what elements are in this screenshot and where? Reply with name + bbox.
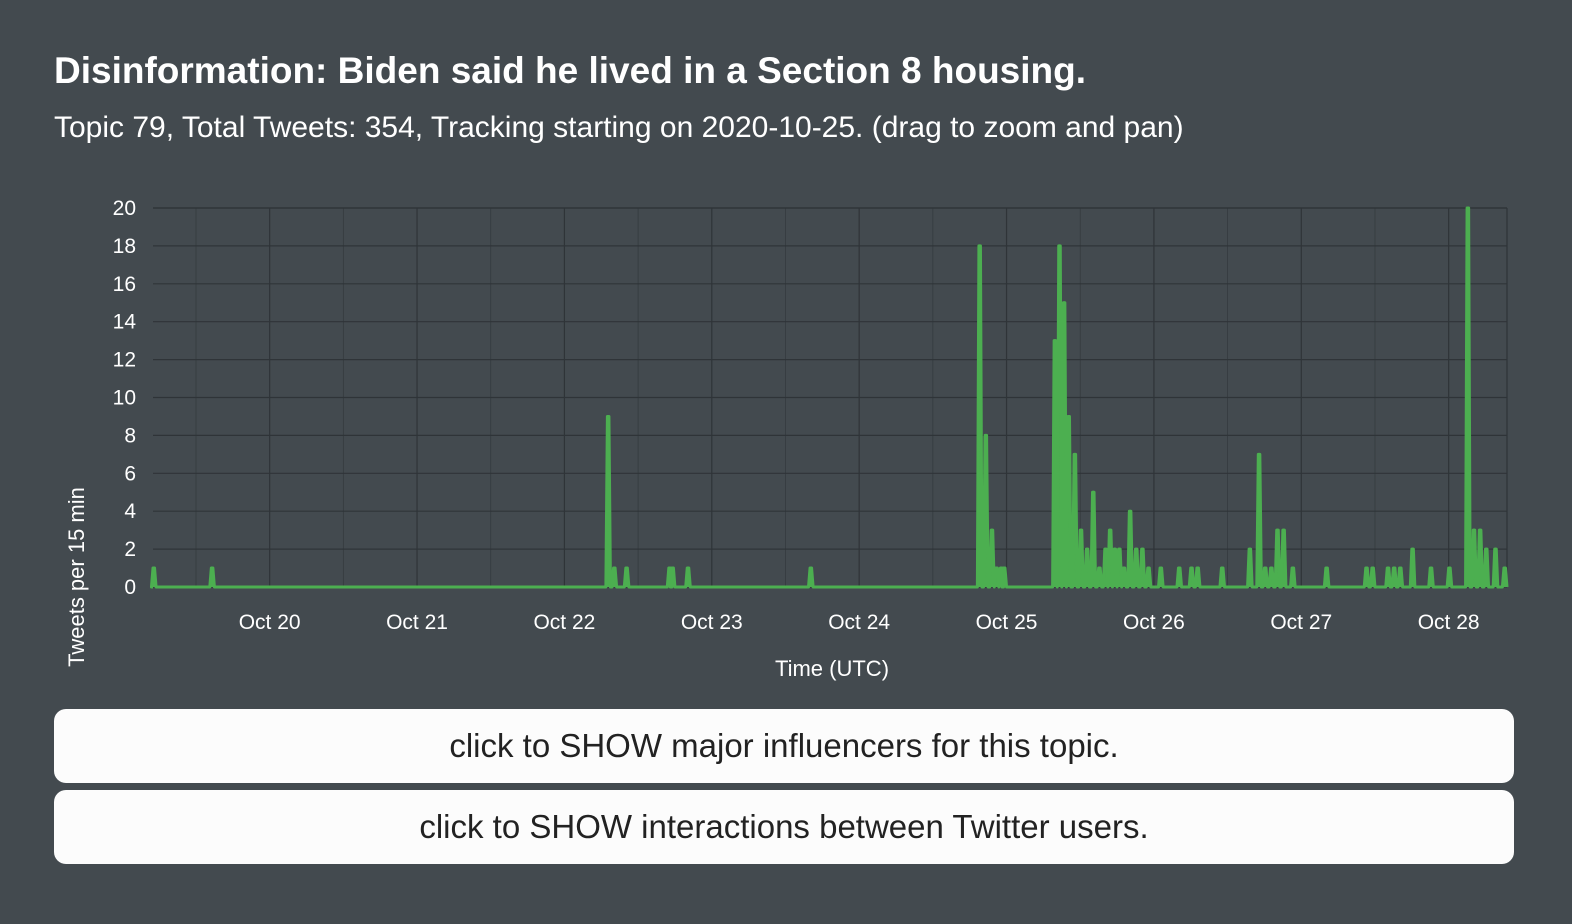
y-tick-label: 4 bbox=[124, 500, 136, 523]
data-point bbox=[1466, 206, 1470, 210]
data-point bbox=[1478, 528, 1482, 532]
data-point bbox=[1493, 547, 1497, 551]
data-point bbox=[1269, 566, 1273, 570]
data-point bbox=[1104, 547, 1108, 551]
y-tick-label: 0 bbox=[124, 576, 136, 599]
data-point bbox=[984, 433, 988, 437]
x-tick-label: Oct 28 bbox=[1418, 611, 1480, 634]
x-tick-label: Oct 21 bbox=[386, 611, 448, 634]
data-point bbox=[1190, 566, 1194, 570]
y-tick-label: 20 bbox=[113, 197, 136, 220]
x-tick-label: Oct 25 bbox=[976, 611, 1038, 634]
data-point bbox=[1140, 547, 1144, 551]
data-point bbox=[671, 566, 675, 570]
page-subtitle: Topic 79, Total Tweets: 354, Tracking st… bbox=[54, 111, 1184, 144]
y-tick-label: 18 bbox=[113, 235, 136, 258]
data-point bbox=[1263, 566, 1267, 570]
data-point bbox=[978, 244, 982, 248]
y-tick-label: 16 bbox=[113, 273, 136, 296]
data-point bbox=[1365, 566, 1369, 570]
data-point bbox=[1113, 547, 1117, 551]
data-point bbox=[686, 566, 690, 570]
data-point bbox=[612, 566, 616, 570]
y-tick-label: 6 bbox=[124, 462, 136, 485]
data-point bbox=[1097, 566, 1101, 570]
y-tick-label: 12 bbox=[113, 349, 136, 372]
show-interactions-button[interactable]: click to SHOW interactions between Twitt… bbox=[54, 790, 1514, 864]
x-tick-label: Oct 22 bbox=[533, 611, 595, 634]
y-tick-label: 14 bbox=[113, 311, 137, 334]
data-point bbox=[1079, 528, 1083, 532]
data-point bbox=[1117, 547, 1121, 551]
y-tick-label: 10 bbox=[113, 387, 136, 410]
x-tick-label: Oct 27 bbox=[1270, 611, 1332, 634]
data-point bbox=[999, 566, 1003, 570]
y-tick-label: 2 bbox=[124, 538, 136, 561]
data-point bbox=[1371, 566, 1375, 570]
data-point bbox=[1147, 566, 1151, 570]
data-point bbox=[1429, 566, 1433, 570]
data-point bbox=[668, 566, 672, 570]
data-point bbox=[1275, 528, 1279, 532]
y-axis-label: Tweets per 15 min bbox=[64, 487, 89, 667]
data-point bbox=[1058, 244, 1062, 248]
page-title: Disinformation: Biden said he lived in a… bbox=[54, 50, 1087, 91]
x-tick-label: Oct 23 bbox=[681, 611, 743, 634]
show-influencers-button[interactable]: click to SHOW major influencers for this… bbox=[54, 709, 1514, 783]
timeline-chart[interactable]: 0 2 4 6 8 10 12 14 16 18 20 Oct 20 Oct 21 Oct 22 Oct … bbox=[0, 180, 1572, 690]
data-point bbox=[1073, 452, 1077, 456]
data-point bbox=[1392, 566, 1396, 570]
data-point bbox=[1291, 566, 1295, 570]
data-point bbox=[1122, 566, 1126, 570]
data-point bbox=[1108, 528, 1112, 532]
data-point bbox=[1411, 547, 1415, 551]
data-point bbox=[995, 566, 999, 570]
data-point bbox=[1085, 547, 1089, 551]
data-point bbox=[1128, 509, 1132, 513]
data-point bbox=[1257, 452, 1261, 456]
data-point bbox=[210, 566, 214, 570]
x-tick-label: Oct 26 bbox=[1123, 611, 1185, 634]
data-point bbox=[152, 566, 156, 570]
data-point bbox=[1220, 566, 1224, 570]
data-point bbox=[606, 414, 610, 418]
data-point bbox=[1282, 528, 1286, 532]
data-point bbox=[1398, 566, 1402, 570]
data-point bbox=[1134, 547, 1138, 551]
data-point bbox=[1053, 339, 1057, 343]
data-point bbox=[1159, 566, 1163, 570]
y-tick-label: 8 bbox=[124, 424, 136, 447]
data-point bbox=[1091, 490, 1095, 494]
data-point bbox=[990, 528, 994, 532]
data-point bbox=[1248, 547, 1252, 551]
x-axis-ticks: Oct 20 Oct 21 Oct 22 Oct 23 Oct 24 Oct 25 Oct … bbox=[239, 611, 1480, 634]
data-point bbox=[1503, 566, 1507, 570]
chart-series bbox=[149, 206, 1509, 589]
x-axis-label: Time (UTC) bbox=[775, 656, 889, 681]
data-point bbox=[1177, 566, 1181, 570]
data-point bbox=[1472, 528, 1476, 532]
data-point bbox=[809, 566, 813, 570]
chart-grid bbox=[153, 207, 1508, 588]
data-point bbox=[1484, 547, 1488, 551]
data-point bbox=[1002, 566, 1006, 570]
data-point bbox=[1447, 566, 1451, 570]
x-tick-label: Oct 24 bbox=[828, 611, 890, 634]
data-point bbox=[1196, 566, 1200, 570]
data-point bbox=[625, 566, 629, 570]
data-point bbox=[1325, 566, 1329, 570]
data-point bbox=[1386, 566, 1390, 570]
y-axis-ticks: 0 2 4 6 8 10 12 14 16 18 20 bbox=[113, 197, 137, 599]
data-point bbox=[1062, 301, 1066, 305]
data-point bbox=[1067, 414, 1071, 418]
x-tick-label: Oct 20 bbox=[239, 611, 301, 634]
